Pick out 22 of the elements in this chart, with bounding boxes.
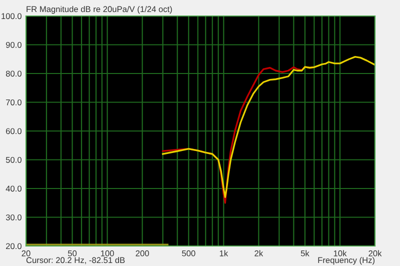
x-tick-label: 1k (220, 250, 228, 256)
x-tick-label: 2k (254, 250, 264, 256)
y-tick-label: 90.0 (6, 42, 22, 48)
x-axis-title: Frequency (Hz) (318, 256, 374, 265)
y-tick-label: 70.0 (6, 99, 22, 106)
y-tick-label: 80.0 (6, 70, 22, 77)
x-tick-label: 20 (22, 250, 30, 256)
y-tick-label: 60.0 (6, 128, 22, 134)
x-tick-label: 50 (68, 250, 77, 256)
x-tick-label: 20k (368, 250, 382, 256)
chart-title: FR Magnitude dB re 20uPa/V (1/24 oct) (26, 6, 172, 14)
y-tick-label: 50.0 (6, 156, 22, 163)
text: Cursor: 20.2 Hz, -82.51 dB (26, 256, 125, 264)
y-tick-label: 40.0 (6, 186, 22, 192)
x-tick-label: 500 (182, 250, 196, 256)
x-tick-label: 200 (136, 250, 149, 256)
x-tick-label: 10k (334, 250, 347, 256)
x-tick-label: 100 (101, 250, 114, 256)
x-tick-label: 5k (300, 250, 310, 256)
y-tick-label: 100.0 (2, 13, 22, 20)
y-tick-label: 30.0 (6, 214, 22, 220)
y-tick-label: 20.0 (6, 243, 22, 250)
